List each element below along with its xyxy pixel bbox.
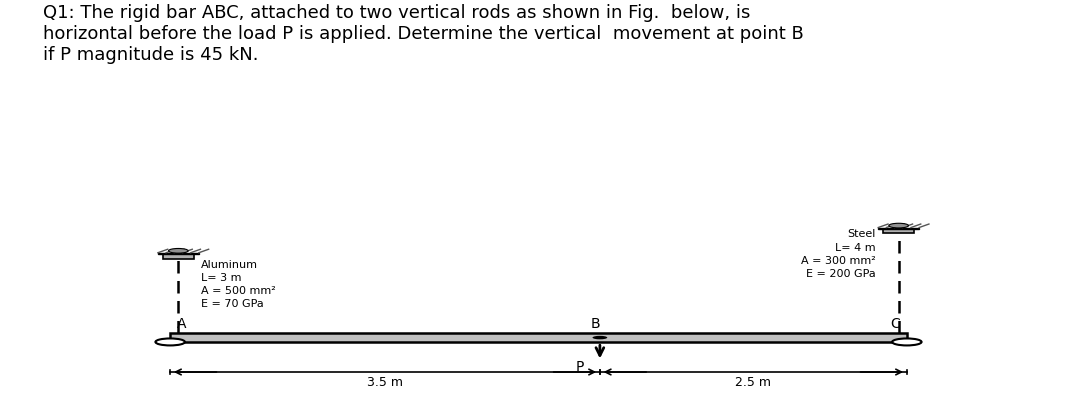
Text: 2.5 m: 2.5 m — [736, 376, 771, 389]
Text: B: B — [591, 317, 601, 331]
Bar — [878, 227, 919, 229]
Bar — [163, 254, 194, 259]
Bar — [883, 229, 914, 234]
Text: 3.5 m: 3.5 m — [367, 376, 403, 389]
Text: Q1: The rigid bar ABC, attached to two vertical rods as shown in Fig.  below, is: Q1: The rigid bar ABC, attached to two v… — [43, 4, 803, 64]
Circle shape — [168, 248, 188, 253]
Circle shape — [592, 336, 607, 339]
Text: Aluminum
L= 3 m
A = 500 mm²
E = 70 GPa: Aluminum L= 3 m A = 500 mm² E = 70 GPa — [201, 259, 276, 309]
Text: C: C — [891, 317, 900, 331]
Circle shape — [889, 223, 909, 228]
Text: A: A — [177, 317, 186, 331]
Text: P: P — [575, 360, 584, 375]
Bar — [158, 253, 199, 254]
Bar — [170, 333, 907, 342]
Circle shape — [892, 339, 922, 345]
Text: Steel
L= 4 m
A = 300 mm²
E = 200 GPa: Steel L= 4 m A = 300 mm² E = 200 GPa — [801, 229, 876, 279]
Circle shape — [155, 339, 185, 345]
